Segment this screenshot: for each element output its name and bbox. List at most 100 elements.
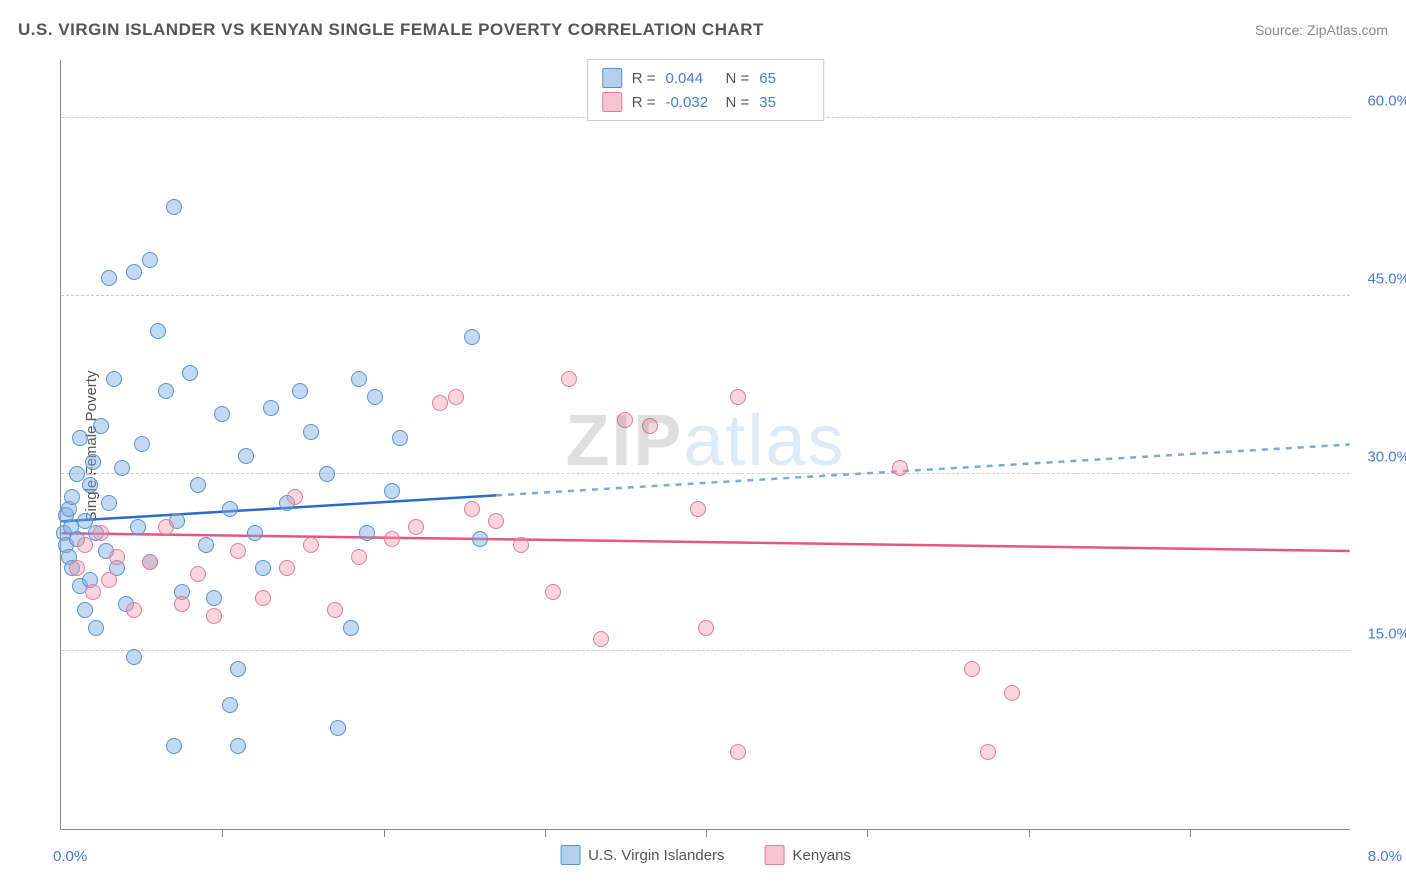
- x-tick: [384, 829, 385, 837]
- x-tick: [222, 829, 223, 837]
- scatter-point-pink: [85, 584, 101, 600]
- scatter-point-blue: [214, 406, 230, 422]
- scatter-point-pink: [488, 513, 504, 529]
- scatter-point-blue: [69, 466, 85, 482]
- scatter-point-blue: [359, 525, 375, 541]
- legend-row-blue: R = 0.044 N = 65: [602, 66, 810, 90]
- scatter-point-pink: [77, 537, 93, 553]
- scatter-point-pink: [109, 549, 125, 565]
- scatter-point-blue: [351, 371, 367, 387]
- swatch-blue-icon: [602, 68, 622, 88]
- scatter-point-blue: [166, 738, 182, 754]
- scatter-point-pink: [464, 501, 480, 517]
- scatter-point-blue: [343, 620, 359, 636]
- scatter-point-blue: [130, 519, 146, 535]
- scatter-point-pink: [230, 543, 246, 559]
- scatter-point-blue: [330, 720, 346, 736]
- watermark-text: ZIPatlas: [565, 399, 845, 481]
- n-value-pink: 35: [759, 94, 809, 111]
- scatter-point-pink: [545, 584, 561, 600]
- scatter-point-pink: [730, 389, 746, 405]
- scatter-point-pink: [730, 744, 746, 760]
- scatter-point-blue: [134, 436, 150, 452]
- scatter-point-blue: [230, 661, 246, 677]
- scatter-point-pink: [206, 608, 222, 624]
- y-tick-label: 30.0%: [1355, 448, 1406, 465]
- scatter-point-pink: [174, 596, 190, 612]
- scatter-point-pink: [448, 389, 464, 405]
- scatter-point-blue: [247, 525, 263, 541]
- scatter-point-pink: [892, 460, 908, 476]
- scatter-point-pink: [255, 590, 271, 606]
- swatch-pink-icon: [602, 92, 622, 112]
- n-label: N =: [726, 94, 750, 111]
- legend-series: U.S. Virgin Islanders Kenyans: [560, 845, 851, 865]
- legend-row-pink: R = -0.032 N = 35: [602, 90, 810, 114]
- scatter-point-blue: [101, 270, 117, 286]
- scatter-point-blue: [158, 383, 174, 399]
- swatch-blue-icon: [560, 845, 580, 865]
- scatter-point-blue: [303, 424, 319, 440]
- scatter-point-pink: [432, 395, 448, 411]
- legend-item-pink: Kenyans: [765, 845, 851, 865]
- scatter-point-pink: [190, 566, 206, 582]
- header: U.S. VIRGIN ISLANDER VS KENYAN SINGLE FE…: [18, 20, 1388, 40]
- scatter-point-blue: [166, 199, 182, 215]
- trend-lines: [61, 60, 1350, 829]
- gridline: [61, 473, 1350, 474]
- scatter-point-blue: [464, 329, 480, 345]
- scatter-point-pink: [327, 602, 343, 618]
- scatter-point-pink: [690, 501, 706, 517]
- scatter-point-pink: [351, 549, 367, 565]
- y-tick-label: 15.0%: [1355, 626, 1406, 643]
- swatch-pink-icon: [765, 845, 785, 865]
- x-axis-min-label: 0.0%: [53, 848, 87, 865]
- scatter-point-blue: [93, 418, 109, 434]
- x-tick: [1190, 829, 1191, 837]
- scatter-point-blue: [255, 560, 271, 576]
- scatter-point-blue: [319, 466, 335, 482]
- r-value-pink: -0.032: [666, 94, 716, 111]
- x-tick: [1029, 829, 1030, 837]
- scatter-point-blue: [101, 495, 117, 511]
- scatter-point-pink: [408, 519, 424, 535]
- legend-label-pink: Kenyans: [793, 847, 851, 864]
- x-tick: [545, 829, 546, 837]
- scatter-point-pink: [513, 537, 529, 553]
- trend-line: [496, 445, 1350, 496]
- scatter-point-pink: [964, 661, 980, 677]
- r-label: R =: [632, 70, 656, 87]
- scatter-point-blue: [190, 477, 206, 493]
- x-tick: [867, 829, 868, 837]
- scatter-point-pink: [126, 602, 142, 618]
- scatter-point-blue: [114, 460, 130, 476]
- scatter-point-blue: [182, 365, 198, 381]
- scatter-point-blue: [82, 477, 98, 493]
- gridline: [61, 650, 1350, 651]
- scatter-point-pink: [142, 554, 158, 570]
- n-value-blue: 65: [759, 70, 809, 87]
- watermark-atlas: atlas: [683, 400, 845, 480]
- y-tick-label: 60.0%: [1355, 93, 1406, 110]
- scatter-point-blue: [126, 649, 142, 665]
- x-tick: [706, 829, 707, 837]
- n-label: N =: [726, 70, 750, 87]
- y-tick-label: 45.0%: [1355, 270, 1406, 287]
- scatter-point-blue: [472, 531, 488, 547]
- scatter-point-pink: [698, 620, 714, 636]
- scatter-point-blue: [222, 697, 238, 713]
- scatter-point-blue: [238, 448, 254, 464]
- scatter-point-blue: [106, 371, 122, 387]
- scatter-point-pink: [101, 572, 117, 588]
- scatter-point-pink: [980, 744, 996, 760]
- scatter-point-pink: [593, 631, 609, 647]
- legend-stats: R = 0.044 N = 65 R = -0.032 N = 35: [587, 59, 825, 121]
- x-axis-max-label: 8.0%: [1368, 848, 1402, 865]
- scatter-point-blue: [64, 489, 80, 505]
- scatter-point-blue: [222, 501, 238, 517]
- scatter-point-pink: [279, 560, 295, 576]
- scatter-point-pink: [1004, 685, 1020, 701]
- legend-label-blue: U.S. Virgin Islanders: [588, 847, 724, 864]
- gridline: [61, 295, 1350, 296]
- scatter-point-pink: [617, 412, 633, 428]
